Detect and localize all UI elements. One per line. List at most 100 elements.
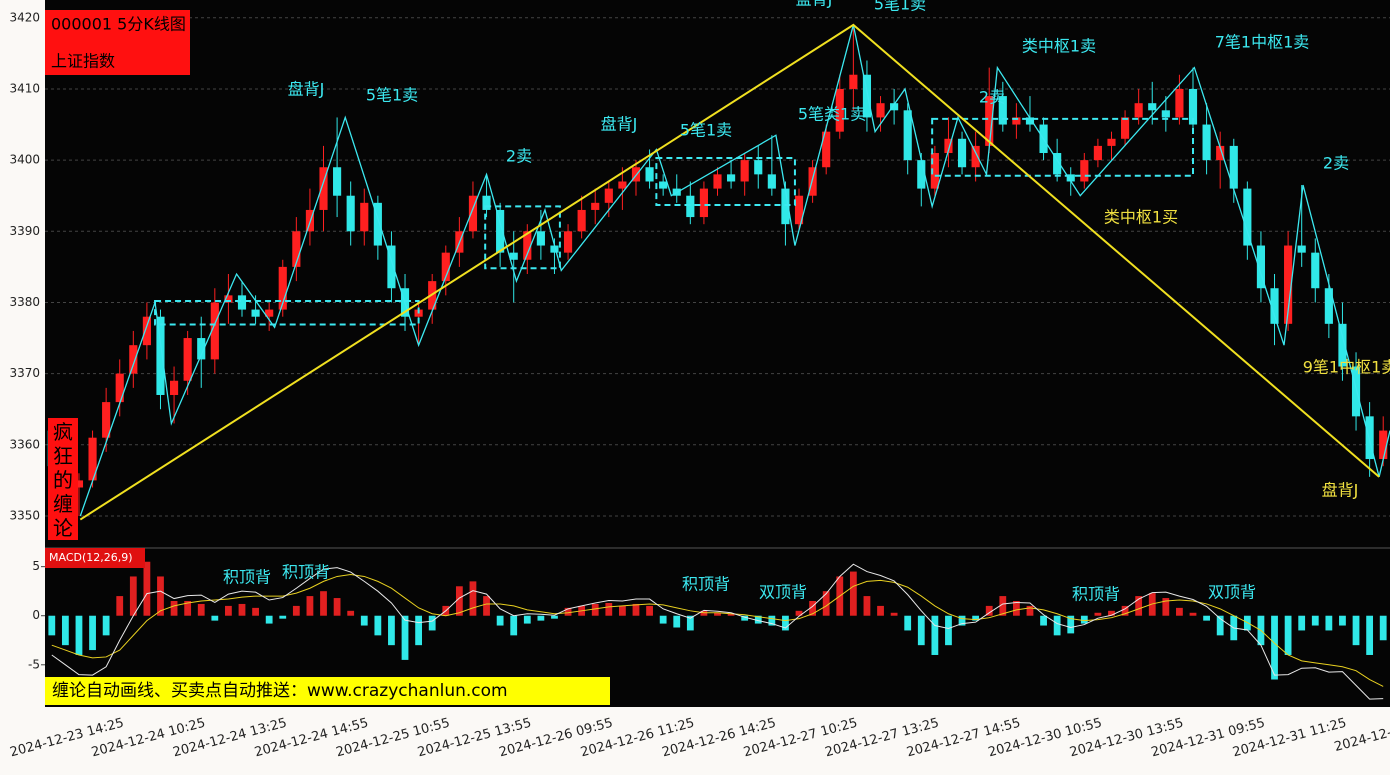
macd-bar: [972, 615, 980, 621]
macd-bar: [1325, 615, 1333, 631]
candle-body: [346, 195, 355, 232]
candle-body: [808, 167, 817, 196]
macd-bar: [686, 615, 694, 631]
candle-body: [88, 437, 97, 481]
y-tick-label: 3380: [9, 295, 40, 309]
stroke-line: [79, 24, 1390, 517]
candle-body: [509, 252, 518, 260]
y-tick-label: 3350: [9, 508, 40, 522]
candle-body: [156, 316, 165, 395]
candle-body: [1365, 416, 1374, 460]
annotation: 积顶背: [223, 568, 271, 587]
candle-body: [659, 181, 668, 189]
macd-bar: [822, 591, 830, 616]
candle-body: [441, 252, 450, 282]
candle-body: [183, 338, 192, 381]
dea-line: [51, 573, 1384, 687]
candle-body: [387, 245, 396, 289]
segment-line: [79, 23, 1380, 521]
macd-bar: [1080, 615, 1088, 624]
annotation: 类中枢1卖: [1022, 37, 1096, 56]
center-box: [655, 156, 796, 206]
candle-body: [1379, 430, 1388, 460]
annotation: 7笔1中枢1卖: [1215, 33, 1310, 52]
macd-bar: [1040, 615, 1047, 626]
candle-body: [754, 160, 763, 175]
macd-bar: [564, 607, 572, 616]
macd-bar: [510, 615, 518, 636]
macd-bar: [347, 610, 355, 616]
candle-body: [890, 103, 899, 111]
macd-title: MACD(12,26,9): [49, 551, 133, 564]
macd-bar: [768, 615, 776, 626]
candle-body: [1025, 117, 1035, 125]
macd-bar: [401, 615, 409, 660]
candle-body: [102, 402, 111, 438]
candle-body: [1121, 117, 1130, 139]
y-tick-label: 3400: [9, 153, 40, 167]
y-tick-label: 5: [32, 559, 40, 573]
candle-body: [197, 338, 206, 360]
macd-bar: [265, 615, 273, 624]
macd-bar: [292, 605, 300, 616]
macd-bar: [1026, 605, 1034, 616]
center-box: [931, 117, 1195, 177]
macd-bar: [197, 603, 205, 616]
macd-bar: [945, 615, 952, 646]
macd-bar: [75, 615, 83, 655]
candle-body: [523, 231, 532, 260]
dif-line: [51, 563, 1384, 700]
macd-bar: [428, 615, 436, 631]
macd-bar: [523, 615, 531, 624]
candle-body: [251, 309, 260, 317]
candle-body: [767, 174, 776, 189]
macd-title-box: [45, 548, 145, 568]
macd-bar: [985, 605, 993, 616]
candle-body: [998, 96, 1007, 125]
annotation: 5笔1卖: [680, 121, 732, 140]
candle-body: [822, 131, 831, 168]
candle-body: [1134, 103, 1143, 118]
chart-title: 000001 5分K线图: [51, 15, 186, 34]
candle-body: [862, 74, 872, 118]
candle-body: [563, 231, 573, 253]
candle-body: [686, 195, 695, 218]
candle-body: [985, 96, 994, 146]
macd-bar: [225, 605, 232, 616]
candle-body: [957, 138, 967, 168]
candle-body: [482, 195, 491, 210]
macd-bar: [904, 615, 912, 631]
chart-subtitle: 上证指数: [51, 52, 115, 71]
macd-bar: [632, 603, 640, 616]
macd-bar: [1216, 615, 1224, 636]
macd-bar: [469, 581, 477, 616]
candle-body: [781, 188, 790, 225]
candle-body: [591, 202, 600, 210]
macd-bar: [1094, 612, 1102, 616]
candle-body: [373, 202, 382, 246]
macd-bar: [1339, 615, 1346, 626]
side-note: 疯狂的缠论: [48, 418, 78, 540]
macd-bar: [890, 612, 898, 616]
macd-bar: [61, 615, 69, 646]
candle-body: [849, 74, 858, 89]
candle-body: [278, 266, 287, 310]
candle-body: [917, 160, 926, 189]
macd-bar: [1189, 612, 1197, 616]
macd-bar: [374, 615, 382, 636]
macd-bar: [646, 605, 653, 616]
y-tick-label: 3370: [9, 366, 40, 380]
annotation: 5笔1卖: [366, 86, 418, 105]
candle-body: [468, 195, 478, 232]
candle-body: [1080, 160, 1089, 182]
y-tick-label: 3410: [9, 81, 40, 95]
annotation: 盘背J: [1322, 481, 1359, 500]
macd-bar: [211, 615, 219, 621]
macd-bar: [931, 615, 939, 655]
macd-bar: [795, 610, 803, 616]
candle-body: [1107, 138, 1116, 146]
macd-bar: [741, 615, 749, 621]
annotation: 盘背J: [601, 115, 638, 134]
candle-body: [835, 88, 844, 132]
macd-bar: [809, 601, 816, 616]
